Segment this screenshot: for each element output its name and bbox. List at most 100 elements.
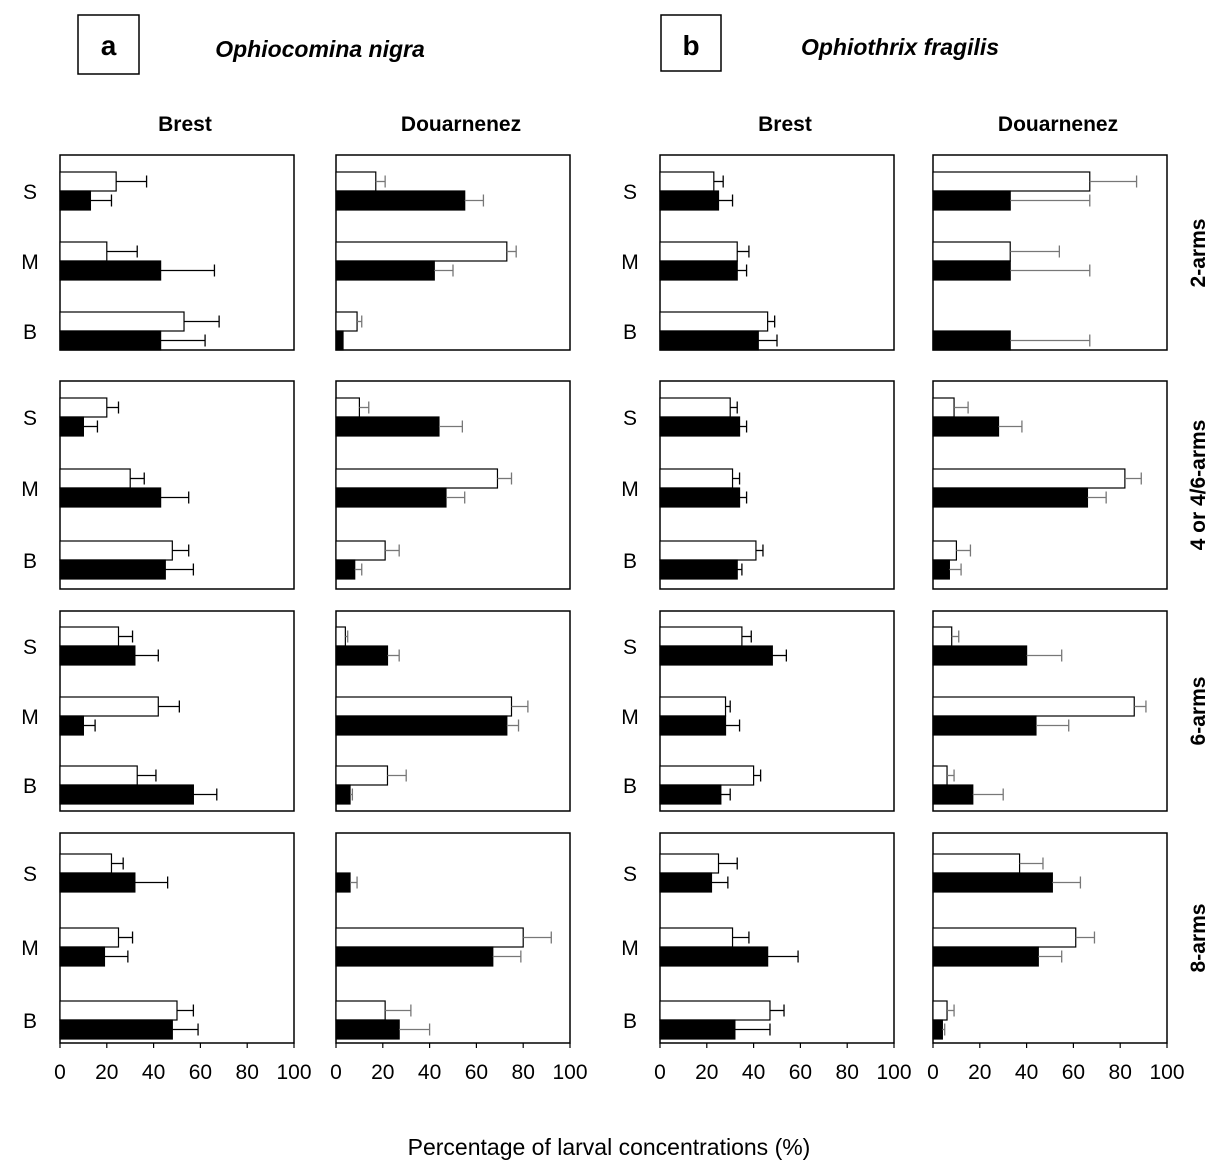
depth-label: S bbox=[23, 863, 37, 886]
bar-black bbox=[932, 645, 1028, 666]
depth-label: B bbox=[23, 321, 37, 344]
bar-white bbox=[59, 171, 117, 192]
depth-label: S bbox=[23, 181, 37, 204]
bar-black bbox=[932, 872, 1053, 893]
bar-white bbox=[659, 1000, 771, 1021]
bar-black bbox=[335, 487, 447, 508]
bar-white bbox=[659, 696, 727, 717]
x-tick-label: 20 bbox=[371, 1061, 394, 1084]
column-title: Douarnenez bbox=[401, 113, 521, 136]
bar-black bbox=[335, 946, 494, 967]
depth-label: M bbox=[621, 706, 639, 729]
bar-white bbox=[659, 468, 734, 489]
bar-white bbox=[659, 241, 738, 262]
bar-white bbox=[335, 626, 346, 647]
x-tick-label: 0 bbox=[330, 1061, 342, 1084]
bar-black bbox=[335, 260, 435, 281]
x-tick-label: 40 bbox=[1015, 1061, 1038, 1084]
row-label: 6-arms bbox=[1187, 677, 1210, 746]
bar-black bbox=[932, 946, 1039, 967]
bar-white bbox=[59, 626, 120, 647]
x-tick-label: 40 bbox=[142, 1061, 165, 1084]
bar-black bbox=[335, 645, 389, 666]
bar-black bbox=[59, 487, 162, 508]
bar-white bbox=[59, 241, 108, 262]
x-tick-label: 100 bbox=[1149, 1061, 1184, 1084]
chart-panel bbox=[335, 154, 571, 351]
bar-black bbox=[59, 559, 166, 580]
chart-panel bbox=[59, 154, 295, 351]
bar-black bbox=[659, 946, 769, 967]
depth-label: B bbox=[623, 550, 637, 573]
bar-black bbox=[59, 260, 162, 281]
bar-white bbox=[659, 927, 734, 948]
panel-a-species-title: Ophiocomina nigra bbox=[215, 36, 425, 62]
chart-panel bbox=[335, 610, 571, 812]
bar-white bbox=[932, 765, 948, 786]
bar-white bbox=[659, 540, 757, 561]
bar-black bbox=[659, 1019, 736, 1040]
chart-panel bbox=[932, 610, 1168, 812]
depth-label: M bbox=[621, 478, 639, 501]
x-tick-label: 80 bbox=[236, 1061, 259, 1084]
bar-black bbox=[59, 946, 106, 967]
bar-white bbox=[932, 397, 955, 418]
bar-white bbox=[59, 853, 113, 874]
chart-panel bbox=[659, 832, 895, 1044]
row-label: 4 or 4/6-arms bbox=[1187, 420, 1210, 551]
bar-white bbox=[932, 468, 1126, 489]
chart-panel bbox=[335, 832, 571, 1044]
bar-black bbox=[659, 784, 722, 805]
bar-white bbox=[335, 171, 377, 192]
row-label: 8-arms bbox=[1187, 904, 1210, 973]
depth-label: S bbox=[623, 863, 637, 886]
bar-black bbox=[335, 190, 466, 211]
chart-panel bbox=[59, 610, 295, 812]
depth-label: M bbox=[21, 706, 39, 729]
bar-white bbox=[659, 171, 715, 192]
bar-black bbox=[932, 330, 1011, 351]
bar-white bbox=[59, 765, 138, 786]
depth-label: B bbox=[23, 775, 37, 798]
bar-white bbox=[59, 1000, 178, 1021]
panel-a-letter: a bbox=[101, 30, 117, 61]
bar-black bbox=[659, 260, 738, 281]
bar-black bbox=[659, 190, 720, 211]
bar-black bbox=[932, 1019, 943, 1040]
x-tick-label: 60 bbox=[789, 1061, 812, 1084]
bar-white bbox=[659, 765, 755, 786]
bar-white bbox=[659, 397, 731, 418]
bar-white bbox=[335, 696, 513, 717]
bar-black bbox=[335, 715, 508, 736]
x-tick-label: 60 bbox=[465, 1061, 488, 1084]
bar-white bbox=[59, 311, 185, 332]
x-tick-label: 60 bbox=[189, 1061, 212, 1084]
bar-white bbox=[932, 540, 957, 561]
bar-white bbox=[335, 927, 524, 948]
depth-label: S bbox=[623, 181, 637, 204]
bar-black bbox=[932, 260, 1011, 281]
bar-white bbox=[59, 468, 131, 489]
depth-label: S bbox=[623, 407, 637, 430]
x-tick-label: 100 bbox=[552, 1061, 587, 1084]
bar-black bbox=[59, 645, 136, 666]
chart-panel bbox=[932, 154, 1168, 351]
x-tick-label: 20 bbox=[695, 1061, 718, 1084]
depth-label: M bbox=[621, 251, 639, 274]
x-tick-label: 80 bbox=[512, 1061, 535, 1084]
bar-white bbox=[932, 1000, 948, 1021]
column-title: Douarnenez bbox=[998, 113, 1118, 136]
bar-black bbox=[932, 190, 1011, 211]
bar-white bbox=[932, 927, 1077, 948]
bar-black bbox=[59, 330, 162, 351]
x-tick-label: 100 bbox=[276, 1061, 311, 1084]
bar-white bbox=[335, 311, 358, 332]
depth-label: B bbox=[623, 775, 637, 798]
bar-black bbox=[59, 784, 194, 805]
x-tick-label: 80 bbox=[836, 1061, 859, 1084]
bar-white bbox=[659, 311, 769, 332]
bar-white bbox=[335, 765, 389, 786]
bar-black bbox=[932, 715, 1037, 736]
depth-label: B bbox=[23, 1010, 37, 1033]
